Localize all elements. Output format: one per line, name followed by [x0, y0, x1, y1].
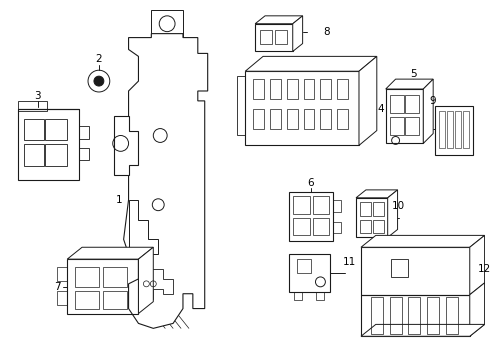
- Polygon shape: [359, 57, 377, 145]
- Polygon shape: [114, 116, 139, 175]
- Text: 4: 4: [377, 104, 384, 114]
- Bar: [255, 24, 293, 51]
- Text: 8: 8: [323, 27, 330, 37]
- Bar: [333, 200, 341, 212]
- Bar: [304, 79, 315, 99]
- Bar: [439, 111, 445, 148]
- Polygon shape: [470, 235, 485, 295]
- Bar: [391, 259, 409, 277]
- Bar: [270, 109, 281, 129]
- Bar: [253, 109, 264, 129]
- Bar: [289, 254, 330, 292]
- Bar: [103, 291, 126, 309]
- Bar: [356, 198, 388, 237]
- Polygon shape: [255, 16, 303, 24]
- Bar: [373, 220, 384, 233]
- Bar: [18, 109, 79, 180]
- Bar: [360, 220, 371, 233]
- Bar: [289, 192, 333, 241]
- Bar: [360, 202, 371, 216]
- Text: 5: 5: [410, 69, 416, 79]
- Text: 11: 11: [343, 257, 356, 267]
- Bar: [406, 117, 419, 135]
- Bar: [275, 30, 287, 44]
- Bar: [304, 109, 315, 129]
- Polygon shape: [293, 16, 303, 51]
- Text: 9: 9: [430, 96, 437, 106]
- Bar: [287, 109, 298, 129]
- Text: 2: 2: [96, 54, 102, 64]
- Polygon shape: [470, 283, 485, 336]
- Bar: [320, 109, 331, 129]
- Text: 3: 3: [34, 91, 41, 101]
- Bar: [24, 144, 44, 166]
- Bar: [455, 111, 461, 148]
- Polygon shape: [139, 247, 153, 314]
- Polygon shape: [139, 269, 173, 299]
- Bar: [18, 101, 48, 111]
- Polygon shape: [128, 200, 158, 254]
- Bar: [46, 144, 67, 166]
- Bar: [390, 117, 403, 135]
- Bar: [463, 111, 469, 148]
- Bar: [406, 95, 419, 113]
- Bar: [253, 79, 264, 99]
- Text: 7: 7: [54, 282, 61, 292]
- Bar: [361, 295, 470, 336]
- Text: 1: 1: [115, 195, 122, 205]
- Bar: [313, 196, 329, 213]
- Bar: [293, 196, 310, 213]
- Bar: [317, 292, 324, 300]
- Polygon shape: [388, 190, 397, 237]
- Bar: [287, 79, 298, 99]
- Bar: [390, 95, 403, 113]
- Bar: [337, 109, 348, 129]
- Bar: [435, 106, 473, 155]
- Bar: [447, 111, 453, 148]
- Bar: [373, 202, 384, 216]
- Bar: [237, 76, 245, 135]
- Polygon shape: [423, 79, 433, 143]
- Polygon shape: [123, 33, 208, 328]
- Bar: [293, 217, 310, 235]
- Bar: [57, 291, 67, 305]
- Bar: [386, 89, 423, 143]
- Polygon shape: [361, 235, 485, 247]
- Polygon shape: [386, 79, 433, 89]
- Bar: [67, 259, 139, 314]
- Bar: [296, 259, 311, 273]
- Bar: [75, 291, 99, 309]
- Polygon shape: [361, 324, 485, 336]
- Bar: [79, 126, 89, 139]
- Bar: [294, 292, 302, 300]
- Bar: [333, 221, 341, 233]
- Polygon shape: [356, 190, 397, 198]
- Bar: [103, 267, 126, 287]
- Bar: [361, 247, 470, 295]
- Bar: [79, 148, 89, 160]
- Bar: [320, 79, 331, 99]
- Bar: [270, 79, 281, 99]
- Circle shape: [94, 76, 104, 86]
- Bar: [46, 119, 67, 140]
- Bar: [151, 10, 183, 37]
- Bar: [245, 71, 359, 145]
- Bar: [57, 267, 67, 281]
- Polygon shape: [245, 57, 377, 71]
- Bar: [260, 30, 272, 44]
- Bar: [75, 267, 99, 287]
- Text: 10: 10: [392, 201, 405, 211]
- Polygon shape: [67, 247, 153, 259]
- Text: 6: 6: [307, 178, 314, 188]
- Text: 12: 12: [478, 264, 490, 274]
- Bar: [337, 79, 348, 99]
- Bar: [313, 217, 329, 235]
- Bar: [24, 119, 44, 140]
